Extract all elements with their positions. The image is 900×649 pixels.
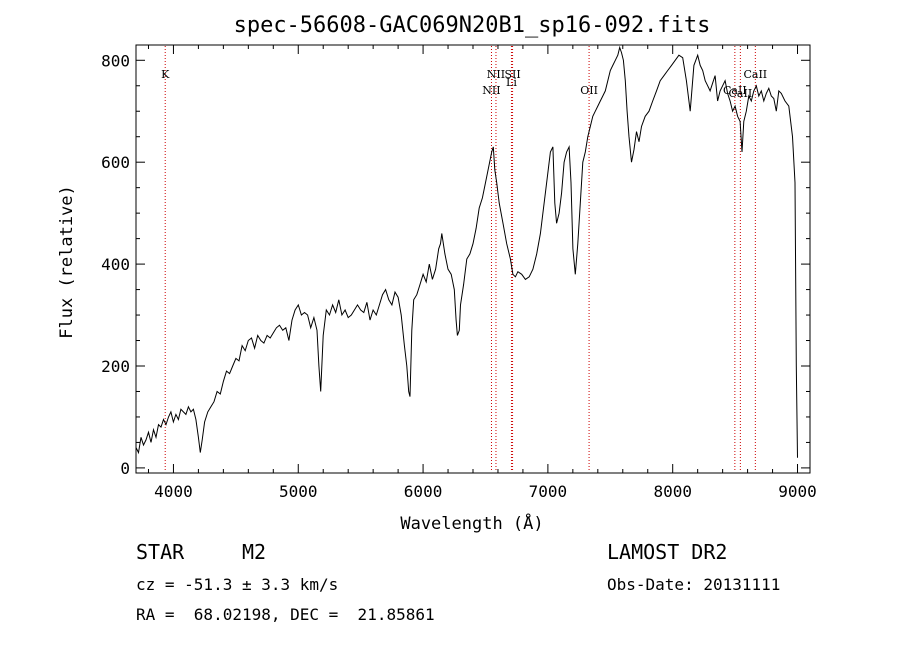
chart-title: spec-56608-GAC069N20B1_sp16-092.fits <box>234 13 711 38</box>
x-axis-label: Wavelength (Å) <box>400 512 543 534</box>
line-marker-label: NII <box>482 84 500 97</box>
x-tick-label: 4000 <box>154 482 193 501</box>
spectrum-line <box>135 45 798 458</box>
x-tick-label: 7000 <box>529 482 568 501</box>
y-tick-label: 400 <box>101 255 130 274</box>
plot-frame <box>135 44 811 474</box>
redshift-velocity: cz = -51.3 ± 3.3 km/s <box>136 575 339 594</box>
y-tick-label: 200 <box>101 357 130 376</box>
line-marker-label: NII <box>487 68 505 81</box>
x-tick-label: 6000 <box>404 482 443 501</box>
survey-name: LAMOST DR2 <box>607 540 728 564</box>
y-tick-label: 800 <box>101 51 130 70</box>
x-tick-label: 8000 <box>653 482 692 501</box>
x-tick-label: 9000 <box>778 482 817 501</box>
line-marker-label: K <box>161 68 170 81</box>
y-axis-label: Flux (relative) <box>57 185 77 339</box>
coordinates: RA = 68.02198, DEC = 21.85861 <box>136 605 435 624</box>
observation-date: Obs-Date: 20131111 <box>607 575 781 594</box>
x-axis: 4000 5000 6000 7000 8000 9000 <box>147 45 817 501</box>
x-tick-label: 5000 <box>279 482 318 501</box>
star-subclass: M2 <box>242 540 267 564</box>
y-tick-label: 0 <box>120 459 130 478</box>
line-marker-label: SII <box>504 68 520 81</box>
star-type: STAR <box>136 540 185 564</box>
line-marker-label: Li <box>506 76 517 89</box>
line-marker-label: CaII <box>729 87 753 100</box>
line-marker-label: OII <box>580 84 598 97</box>
y-axis: 0 200 400 600 800 <box>101 51 810 478</box>
y-tick-label: 600 <box>101 153 130 172</box>
line-marker-label: CaII <box>743 68 767 81</box>
line-marker-label: CaII <box>723 84 747 97</box>
